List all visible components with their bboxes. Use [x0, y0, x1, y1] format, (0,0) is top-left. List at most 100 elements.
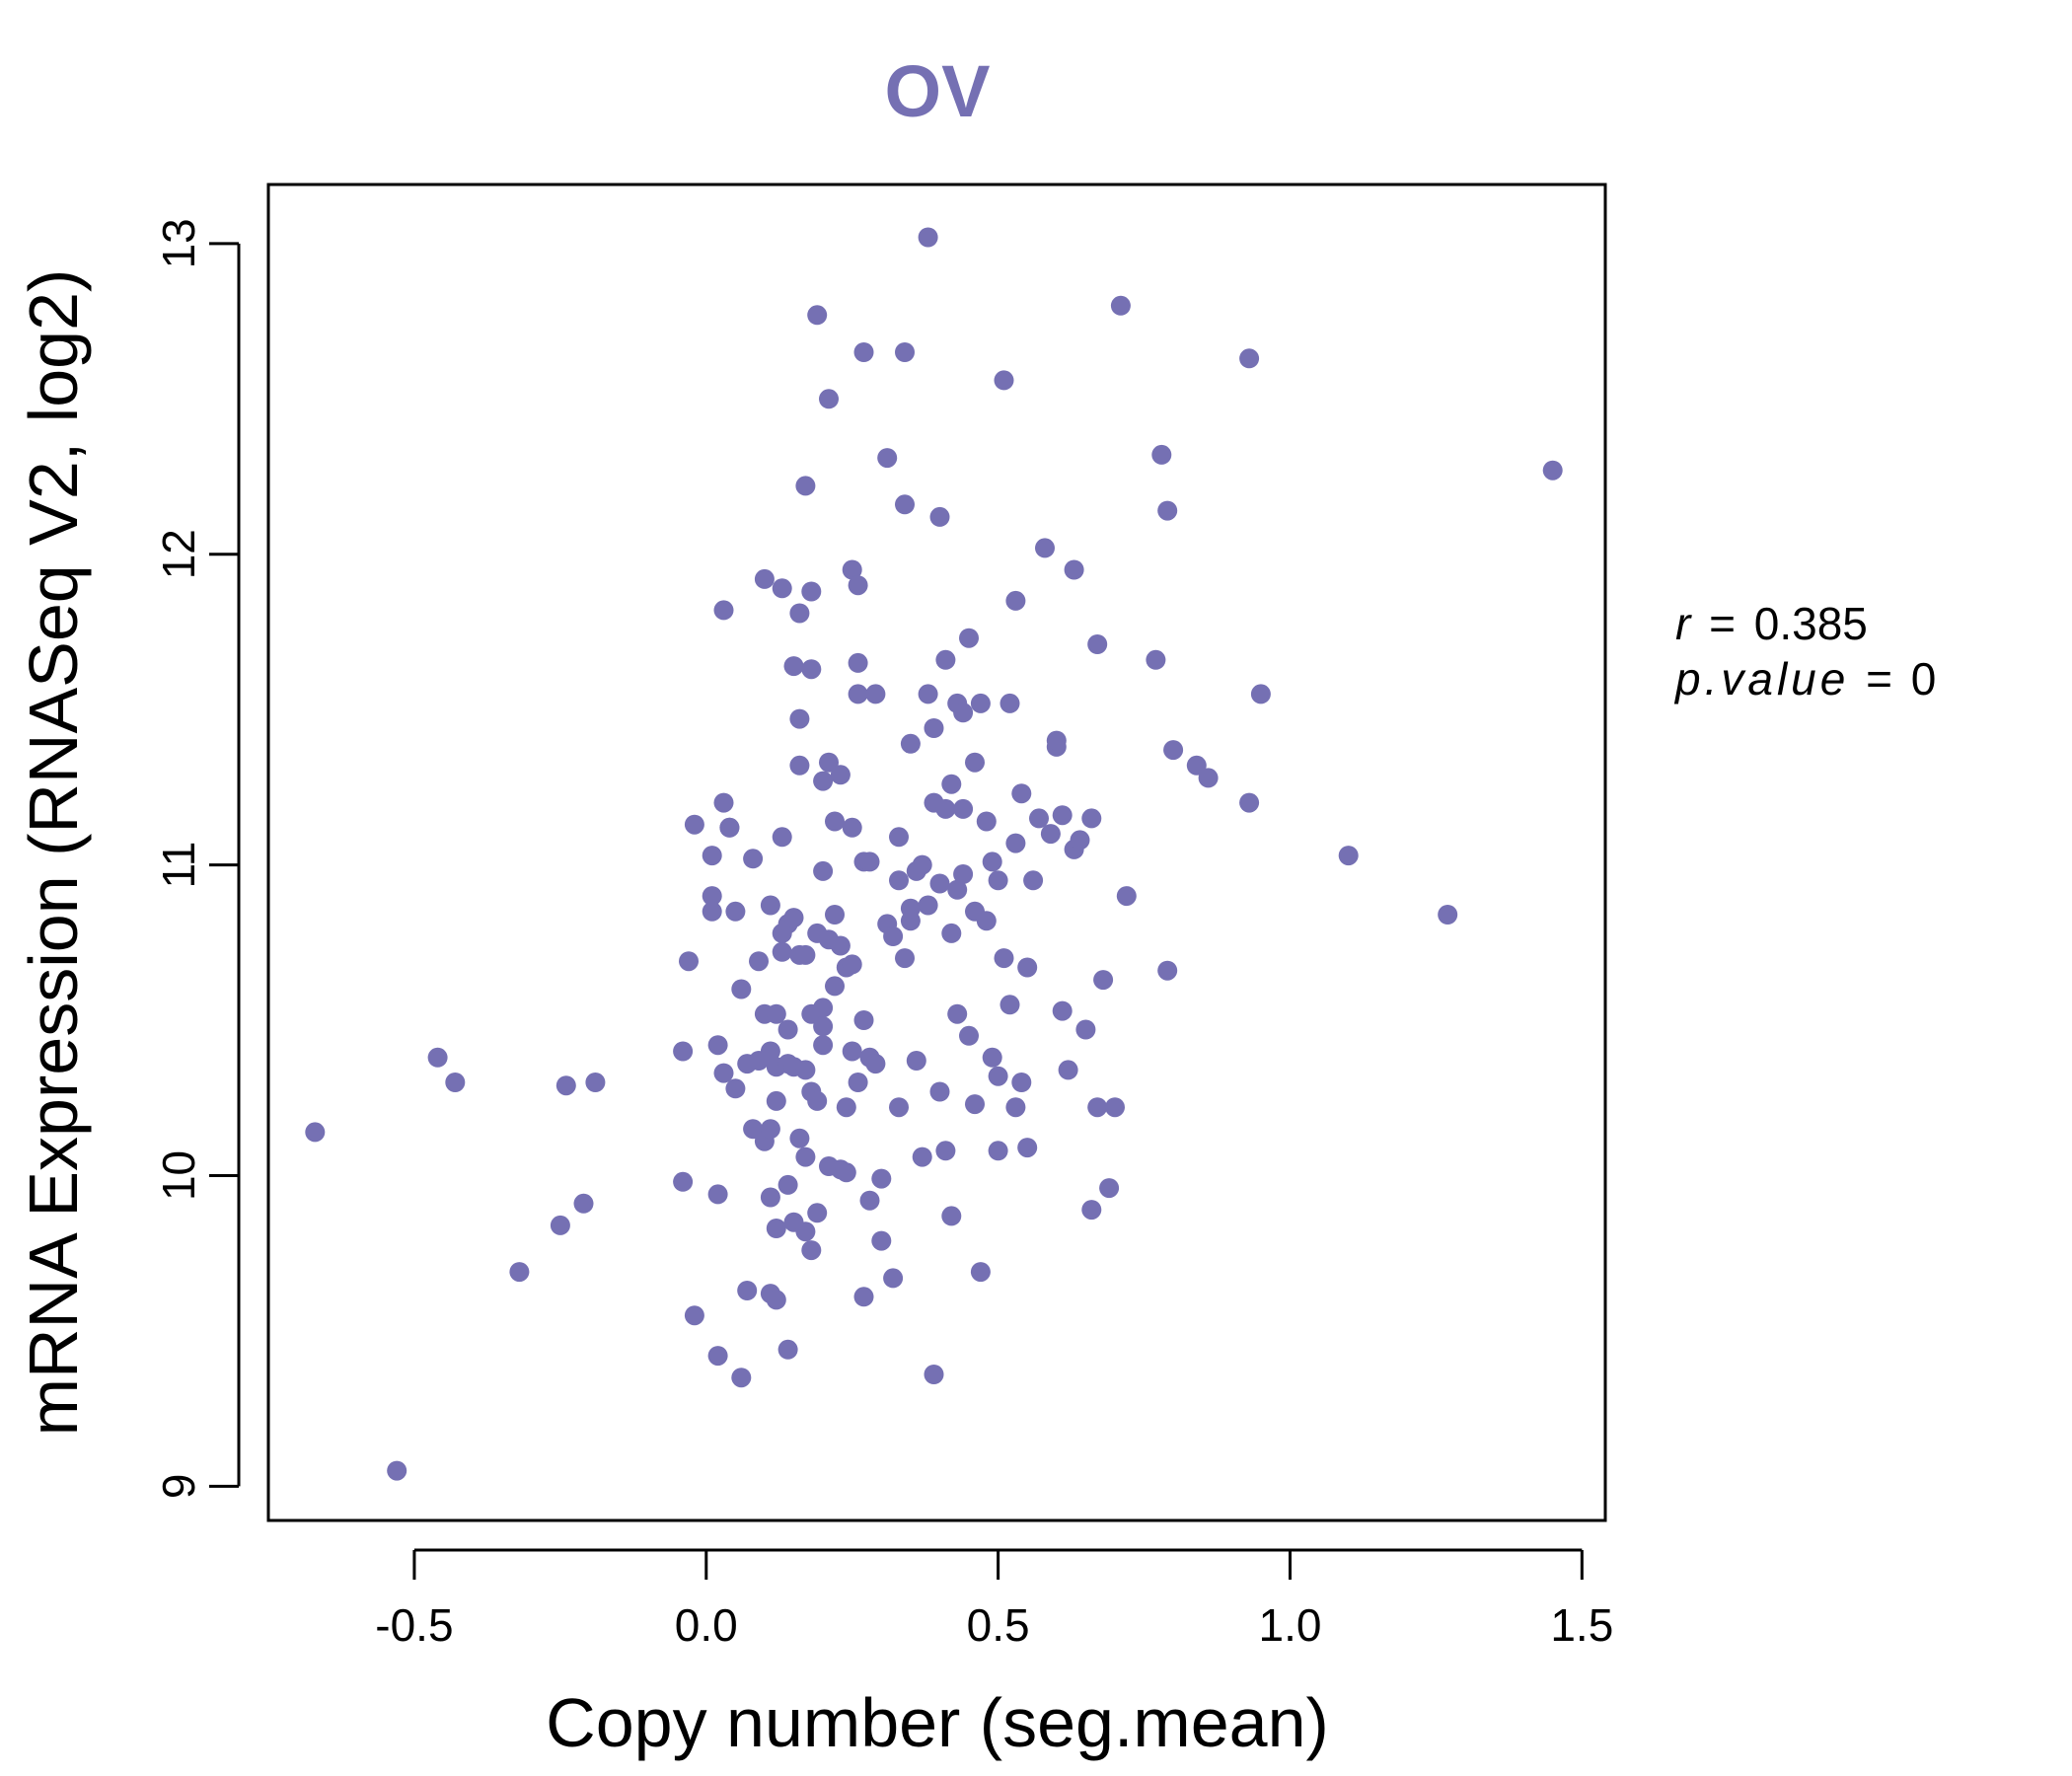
data-point [853, 342, 874, 362]
data-point [970, 1262, 991, 1283]
data-point [918, 895, 938, 916]
r-value: 0.385 [1754, 598, 1868, 649]
data-point [1035, 538, 1055, 558]
data-point [1157, 960, 1178, 981]
data-point [1075, 1019, 1096, 1040]
data-point [707, 1346, 728, 1367]
x-tick-label: -0.5 [375, 1599, 453, 1651]
data-point [760, 895, 780, 916]
data-point [900, 898, 921, 919]
r-equals: = [1709, 598, 1736, 649]
data-point [445, 1073, 466, 1092]
data-point [1058, 1060, 1078, 1080]
data-point [731, 1368, 752, 1388]
data-point [1081, 1200, 1102, 1221]
y-tick-label: 11 [153, 842, 204, 889]
data-point [573, 1193, 594, 1214]
data-point [929, 506, 950, 527]
data-point [1093, 970, 1114, 991]
data-point [1040, 824, 1061, 845]
data-point [807, 305, 828, 326]
data-point [673, 1171, 694, 1192]
data-point [929, 873, 950, 894]
data-point [1157, 500, 1178, 521]
y-tick-label: 10 [153, 1150, 204, 1201]
data-point [1023, 870, 1044, 891]
data-point [813, 998, 834, 1018]
data-point [848, 1073, 868, 1092]
data-point [760, 1187, 780, 1208]
data-point [935, 649, 956, 670]
data-point [766, 1003, 786, 1024]
data-point [848, 652, 868, 673]
pvalue-value: 0 [1911, 653, 1937, 704]
data-point [883, 1268, 904, 1289]
data-point [795, 1060, 816, 1080]
data-point [965, 1094, 985, 1115]
data-point [684, 1305, 704, 1326]
data-point [889, 1097, 909, 1118]
data-point [772, 578, 792, 599]
data-point [859, 851, 880, 872]
data-point [1005, 1097, 1026, 1118]
data-point [842, 954, 862, 975]
data-point [305, 1122, 326, 1143]
data-point [953, 864, 974, 884]
data-point [766, 1090, 786, 1111]
data-point [795, 1221, 816, 1242]
data-point [743, 1119, 764, 1140]
data-point [783, 656, 804, 677]
data-point [783, 908, 804, 928]
data-point [941, 774, 962, 794]
data-point [719, 817, 740, 838]
data-point [1005, 590, 1026, 611]
data-point [918, 227, 938, 248]
data-point [825, 811, 845, 832]
data-point [707, 1035, 728, 1056]
data-point [999, 693, 1020, 713]
data-point [1064, 559, 1084, 580]
x-tick-label: 1.0 [1259, 1599, 1322, 1651]
data-point [924, 1365, 944, 1384]
data-point [941, 923, 962, 943]
data-point [1052, 1000, 1073, 1021]
data-point [789, 755, 810, 776]
data-point [889, 870, 909, 891]
data-point [830, 765, 851, 785]
data-point [1198, 768, 1219, 788]
y-tick-label: 9 [153, 1474, 204, 1500]
data-point [853, 1010, 874, 1030]
data-point [825, 905, 845, 925]
data-point [795, 1147, 816, 1167]
data-point [1052, 805, 1073, 826]
data-point [1338, 846, 1359, 866]
data-point [585, 1073, 606, 1092]
data-point [1046, 730, 1067, 751]
data-point [1070, 830, 1090, 851]
data-point [725, 901, 746, 922]
data-point [772, 827, 792, 848]
data-point [1087, 634, 1108, 654]
data-point [813, 860, 834, 881]
data-point [777, 1339, 798, 1360]
data-point [912, 1147, 932, 1167]
data-point [777, 1174, 798, 1195]
data-point [550, 1215, 570, 1235]
data-point [819, 389, 839, 409]
data-point [912, 854, 932, 875]
data-point [1029, 808, 1049, 829]
data-point [713, 1063, 734, 1083]
data-point [673, 1041, 694, 1062]
data-point [1105, 1097, 1125, 1118]
data-point [825, 976, 845, 997]
data-point [807, 1203, 828, 1223]
data-point [1250, 684, 1271, 704]
data-point [1146, 649, 1166, 670]
data-point [1087, 1097, 1108, 1118]
data-point [953, 703, 974, 723]
data-point [760, 1041, 780, 1062]
data-point [982, 851, 1002, 872]
data-point [801, 581, 822, 602]
data-point [883, 926, 904, 946]
